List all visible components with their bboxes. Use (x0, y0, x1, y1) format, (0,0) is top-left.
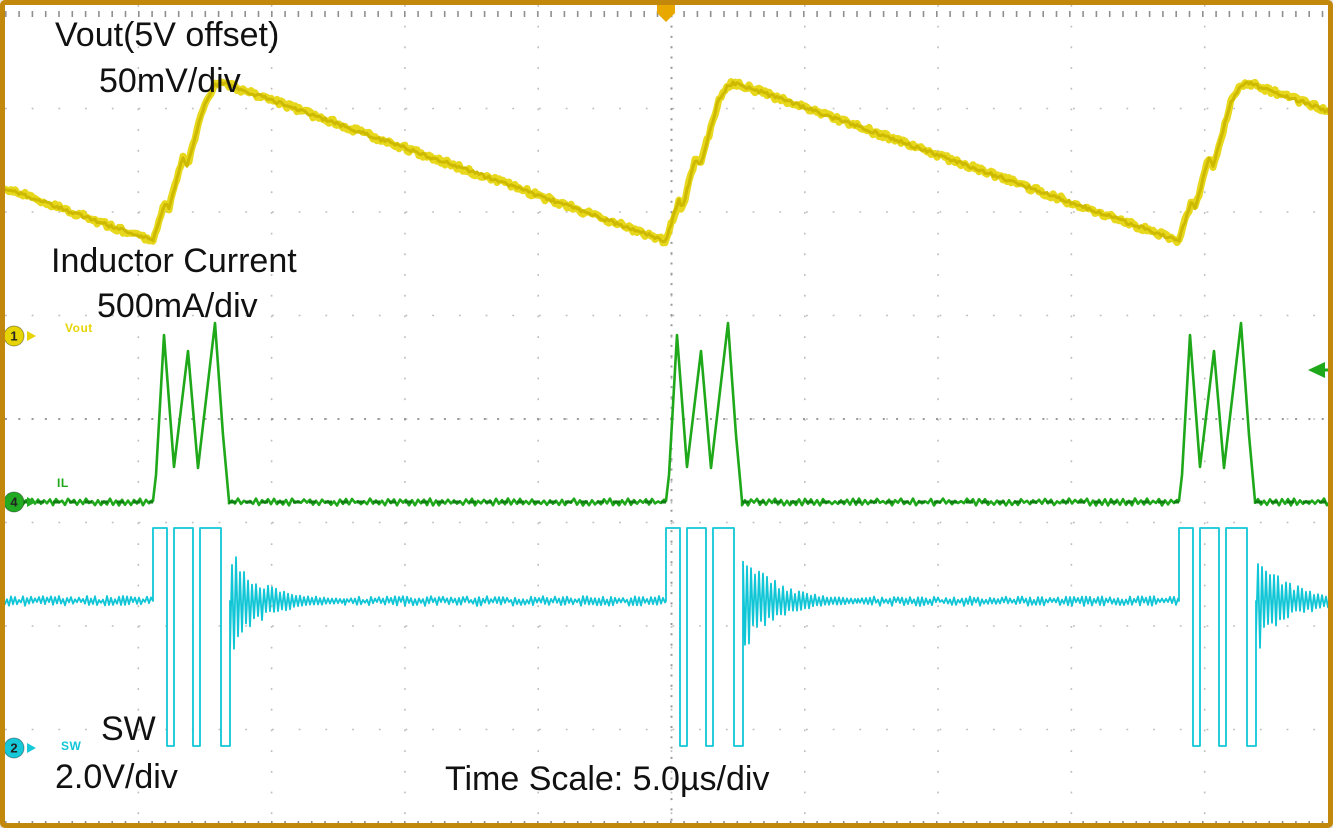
svg-text:2: 2 (10, 741, 17, 756)
channel2-trace-tag: SW (61, 739, 82, 753)
svg-text:1: 1 (10, 329, 17, 344)
sw-scale-label: 2.0V/div (55, 758, 178, 796)
inductor-current-scale-label: 500mA/div (97, 287, 258, 325)
sw-title-label: SW (101, 710, 156, 748)
channel4-trace-tag: IL (57, 476, 69, 490)
waveform-plot: 1 4 2 (5, 5, 1328, 823)
vout-title-label: Vout(5V offset) (55, 16, 280, 54)
channel1-trace-tag: Vout (65, 321, 93, 335)
vout-scale-label: 50mV/div (99, 62, 241, 100)
time-scale-label: Time Scale: 5.0µs/div (445, 760, 770, 798)
inductor-current-title-label: Inductor Current (51, 242, 297, 280)
svg-text:4: 4 (10, 495, 18, 510)
